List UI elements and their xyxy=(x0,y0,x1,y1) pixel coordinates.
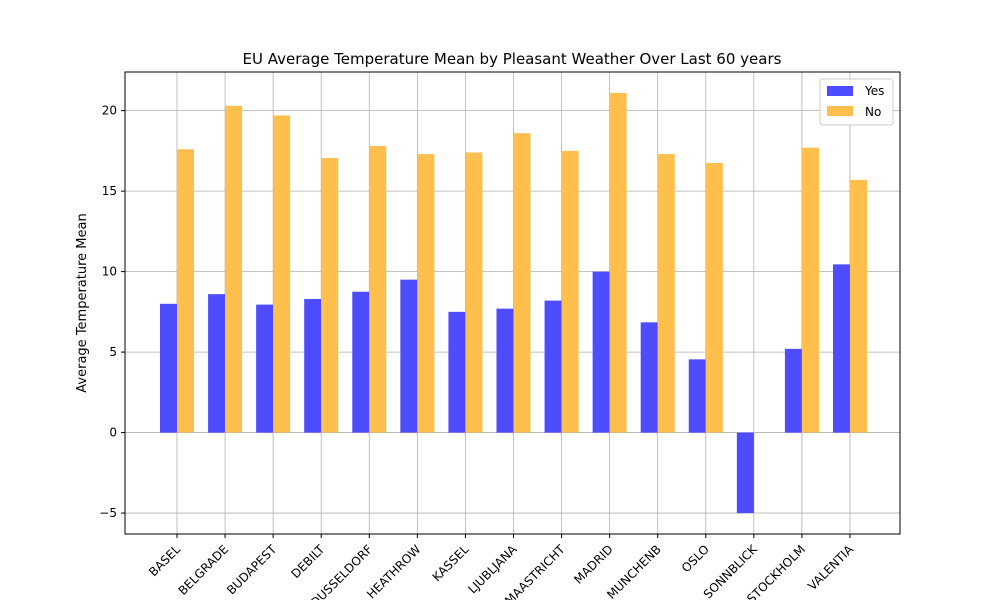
bar-yes-kassel xyxy=(448,311,466,433)
bars xyxy=(160,92,867,514)
bar-yes-heathrow xyxy=(400,279,418,433)
bar-yes-sonnblick xyxy=(736,432,754,514)
bar-no-budapest xyxy=(273,115,291,433)
x-tick-label: OSLO xyxy=(679,542,712,575)
bar-yes-dusseldorf xyxy=(352,291,370,433)
bar-no-dusseldorf xyxy=(369,146,387,433)
bar-yes-basel xyxy=(160,303,177,433)
bar-no-munchenb xyxy=(657,154,675,433)
bar-yes-ljubljana xyxy=(496,308,514,433)
legend-swatch-yes xyxy=(827,86,853,96)
x-tick-label: BUDAPEST xyxy=(224,542,280,598)
bar-no-ljubljana xyxy=(513,133,531,433)
bar-no-oslo xyxy=(705,162,723,433)
bar-no-heathrow xyxy=(417,154,435,433)
bar-yes-belgrade xyxy=(208,294,226,433)
bar-yes-debilt xyxy=(304,298,322,433)
legend: Yes No xyxy=(819,78,894,126)
legend-label-no: No xyxy=(865,105,881,119)
x-tick-label: BELGRADE xyxy=(176,542,232,598)
y-tick-label: 15 xyxy=(102,184,117,198)
legend-swatch-no xyxy=(827,106,853,116)
y-axis-label: Average Temperature Mean xyxy=(75,213,90,392)
plot-frame xyxy=(124,71,901,535)
bar-yes-oslo xyxy=(688,359,706,433)
bar-no-basel xyxy=(177,149,194,433)
y-tick-label: 5 xyxy=(109,345,117,359)
bar-no-belgrade xyxy=(225,105,243,433)
bar-yes-stockholm xyxy=(784,348,802,433)
bar-no-valentia xyxy=(849,179,867,433)
x-tick-label: DEBILT xyxy=(288,542,327,581)
x-tick-label: VALENTIA xyxy=(805,542,856,593)
bar-yes-madrid xyxy=(592,271,610,433)
y-axis-ticks: −5 0 5 10 15 20 xyxy=(99,104,125,520)
x-tick-label: KASSEL xyxy=(430,542,472,584)
bar-no-maastricht xyxy=(561,150,579,433)
bar-no-debilt xyxy=(321,158,339,433)
bar-yes-munchenb xyxy=(640,322,658,433)
y-tick-label: 0 xyxy=(109,426,117,440)
bar-yes-budapest xyxy=(256,304,274,433)
y-tick-label: 10 xyxy=(102,265,117,279)
x-tick-label: BASEL xyxy=(146,542,183,579)
bar-yes-maastricht xyxy=(544,300,562,433)
x-tick-label: MADRID xyxy=(571,542,615,586)
bar-no-madrid xyxy=(609,92,627,433)
bar-no-kassel xyxy=(465,152,483,433)
legend-label-yes: Yes xyxy=(864,84,884,98)
bar-yes-valentia xyxy=(832,264,850,433)
chart-title: EU Average Temperature Mean by Pleasant … xyxy=(243,50,782,68)
y-tick-label: −5 xyxy=(99,506,117,520)
y-tick-label: 20 xyxy=(102,104,117,118)
bar-no-stockholm xyxy=(801,147,819,433)
